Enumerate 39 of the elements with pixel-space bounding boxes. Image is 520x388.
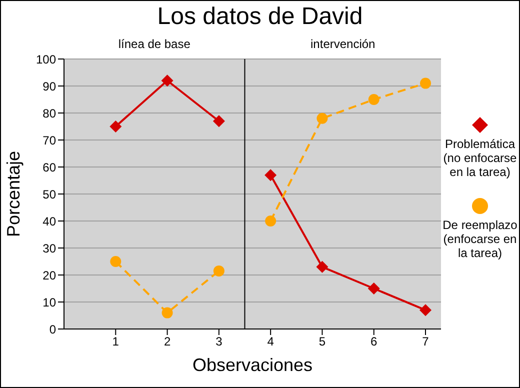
point — [368, 282, 380, 294]
x-tick-label: 2 — [164, 334, 171, 349]
point — [316, 260, 328, 273]
text: línea de base — [117, 37, 192, 51]
y-tick-label: 90 — [42, 79, 56, 94]
y-tick-label: 0 — [49, 322, 56, 336]
y-tick-label: 10 — [42, 295, 56, 310]
legend-label: De reemplazo (enfocarse en la tarea) — [442, 218, 518, 260]
x-axis-title: Observaciones — [192, 355, 313, 375]
x-tick-label: 4 — [267, 334, 274, 349]
y-tick-label: 20 — [42, 268, 56, 282]
point — [316, 112, 328, 124]
chart-title: Los datos de David — [156, 3, 364, 31]
y-tick-label: 40 — [42, 214, 56, 228]
y-tick-label: 80 — [42, 106, 56, 120]
x-tick-label: 7 — [422, 334, 430, 349]
text: intervención — [310, 37, 376, 51]
point — [161, 74, 174, 87]
x-tick-label: 5 — [318, 334, 326, 349]
point — [420, 78, 432, 89]
x-tick-label: 6 — [370, 334, 378, 349]
point — [110, 120, 122, 132]
y-axis-title: Porcentaje — [3, 150, 24, 238]
y-tick-label: 70 — [42, 133, 56, 148]
point — [368, 94, 380, 105]
x-tick-label: 1 — [112, 334, 120, 349]
y-tick-label: 50 — [42, 187, 56, 202]
y-tick-label: 30 — [42, 241, 56, 256]
y-tick-label: 100 — [36, 52, 56, 66]
point — [110, 256, 122, 267]
point — [265, 216, 276, 226]
point — [264, 169, 277, 182]
point — [420, 304, 432, 316]
y-tick-label: 60 — [42, 160, 56, 174]
point — [212, 115, 225, 128]
legend-label: Problemática (no enfocarse en la tarea) — [442, 137, 518, 179]
point — [213, 265, 224, 276]
point — [162, 307, 173, 318]
x-tick-label: 3 — [216, 334, 223, 349]
